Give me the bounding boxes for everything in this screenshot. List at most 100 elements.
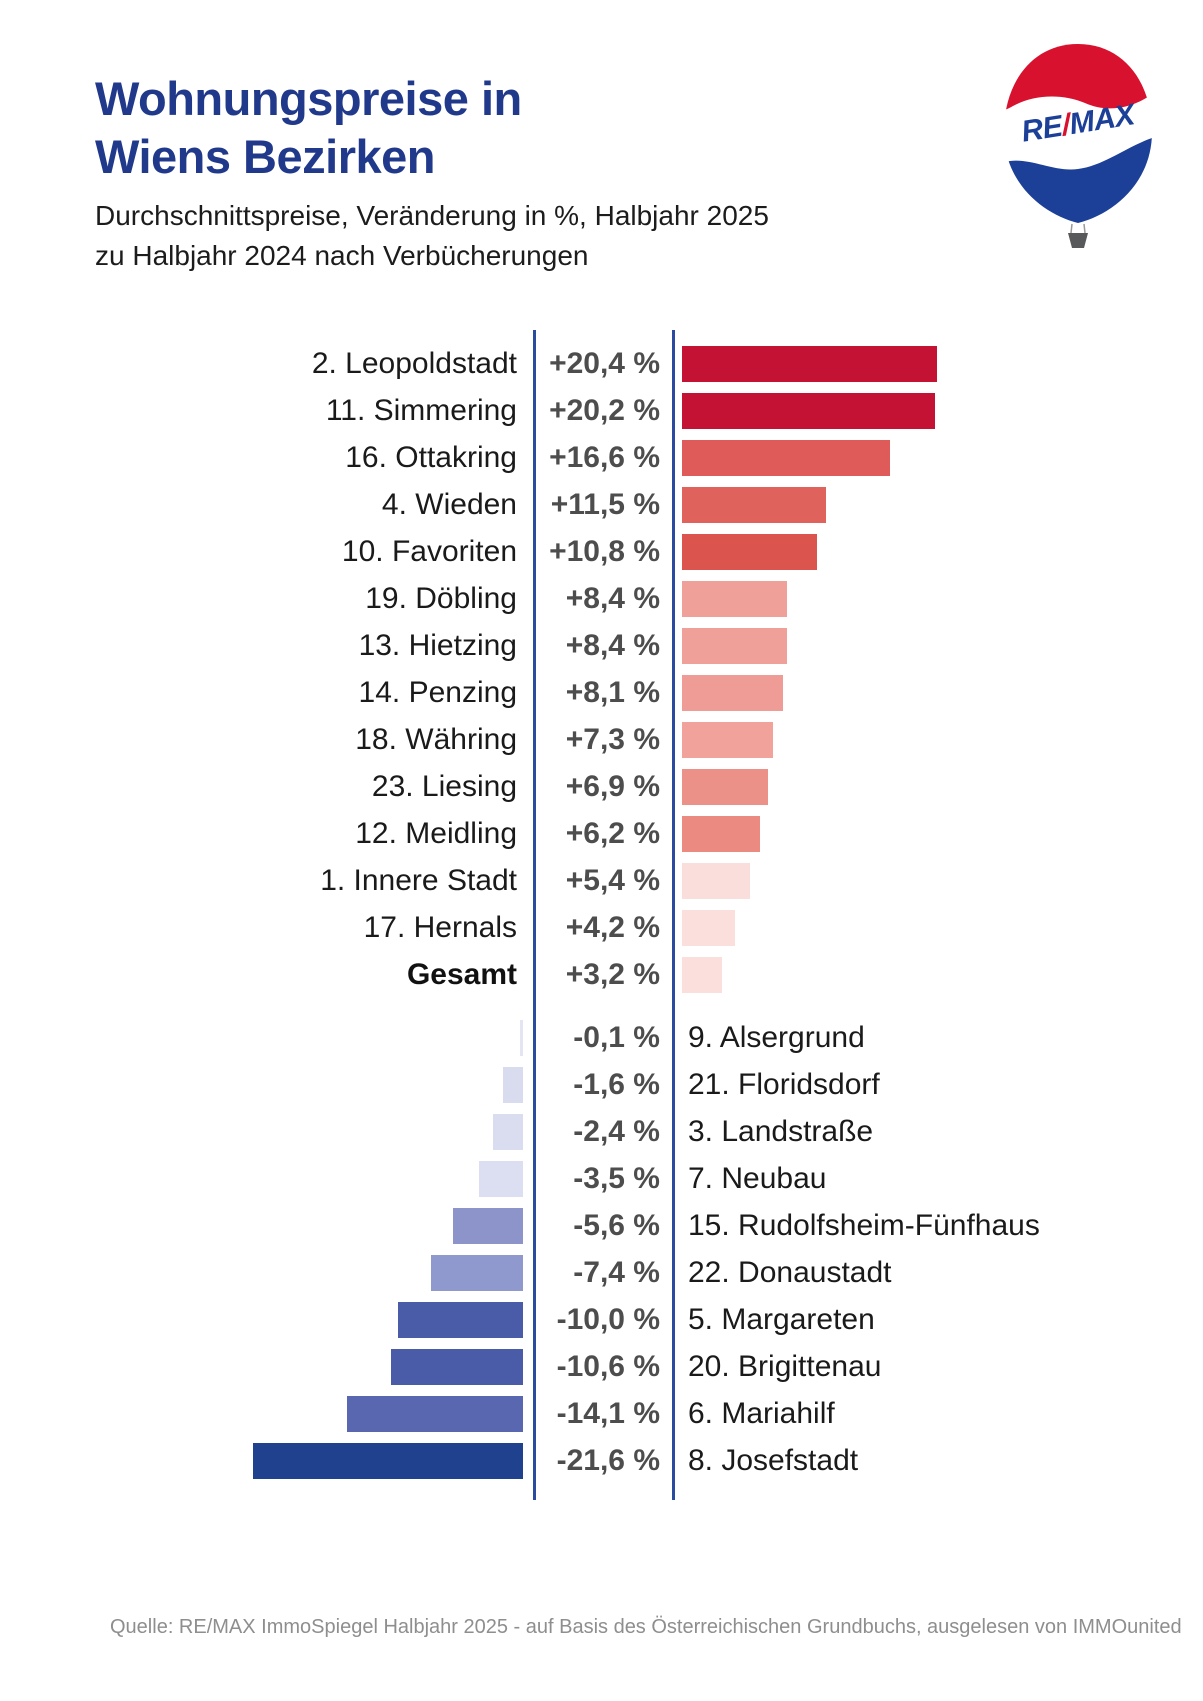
- district-label: 23. Liesing: [371, 769, 517, 803]
- row-value-cell: +20,4 %: [533, 347, 674, 381]
- value-bar: [453, 1207, 523, 1244]
- row-left-cell: 13. Hietzing: [0, 629, 533, 663]
- row-value-cell: +20,2 %: [533, 394, 674, 428]
- district-label: 20. Brigittenau: [688, 1349, 882, 1383]
- row-value-cell: -10,6 %: [533, 1350, 674, 1384]
- row-value-cell: -3,5 %: [533, 1162, 674, 1196]
- district-label: 19. Döbling: [365, 581, 517, 615]
- chart-row: 13. Hietzing +8,4 %: [0, 622, 1203, 669]
- row-right-cell: [674, 345, 1203, 382]
- row-right-cell: [674, 721, 1203, 758]
- row-left-cell: 11. Simmering: [0, 394, 533, 428]
- value-label: +16,6 %: [549, 440, 660, 474]
- district-label: 16. Ottakring: [345, 440, 517, 474]
- value-bar: [682, 392, 935, 429]
- divider-line-left: [533, 330, 536, 1500]
- chart-row: -10,0 % 5. Margareten: [0, 1296, 1203, 1343]
- value-bar: [520, 1019, 523, 1056]
- row-right-cell: [674, 486, 1203, 523]
- page-title: Wohnungspreise in Wiens Bezirken: [95, 70, 522, 186]
- row-value-cell: +10,8 %: [533, 535, 674, 569]
- value-label: -10,6 %: [556, 1349, 660, 1383]
- row-left-cell: 19. Döbling: [0, 582, 533, 616]
- chart-row: -14,1 % 6. Mariahilf: [0, 1390, 1203, 1437]
- chart-row: -5,6 % 15. Rudolfsheim-Fünfhaus: [0, 1202, 1203, 1249]
- row-value-cell: +11,5 %: [533, 488, 674, 522]
- row-left-cell: 16. Ottakring: [0, 441, 533, 475]
- value-label: +8,4 %: [565, 581, 660, 615]
- value-bar: [682, 862, 750, 899]
- row-left-cell: 18. Währing: [0, 723, 533, 757]
- district-label: 11. Simmering: [325, 393, 517, 427]
- value-label: -21,6 %: [556, 1443, 660, 1477]
- value-bar: [682, 956, 722, 993]
- value-bar: [493, 1113, 523, 1150]
- page-subtitle-line1: Durchschnittspreise, Veränderung in %, H…: [95, 200, 769, 231]
- value-bar: [682, 721, 774, 758]
- district-label: 13. Hietzing: [358, 628, 517, 662]
- chart-row: 12. Meidling +6,2 %: [0, 810, 1203, 857]
- chart-row: -21,6 % 8. Josefstadt: [0, 1437, 1203, 1484]
- row-right-cell: [674, 533, 1203, 570]
- chart-row: 19. Döbling +8,4 %: [0, 575, 1203, 622]
- row-value-cell: +16,6 %: [533, 441, 674, 475]
- chart-row: 18. Währing +7,3 %: [0, 716, 1203, 763]
- value-label: +4,2 %: [565, 910, 660, 944]
- value-label: -5,6 %: [573, 1208, 660, 1242]
- chart-row: 4. Wieden +11,5 %: [0, 481, 1203, 528]
- row-value-cell: -14,1 %: [533, 1397, 674, 1431]
- page-title-line2: Wiens Bezirken: [95, 130, 435, 183]
- value-bar: [682, 533, 817, 570]
- row-left-cell: 23. Liesing: [0, 770, 533, 804]
- value-label: +6,2 %: [565, 816, 660, 850]
- row-left-cell: 2. Leopoldstadt: [0, 347, 533, 381]
- row-right-cell: 7. Neubau: [674, 1162, 1203, 1196]
- row-right-cell: [674, 909, 1203, 946]
- value-bar: [682, 674, 784, 711]
- chart-row: -10,6 % 20. Brigittenau: [0, 1343, 1203, 1390]
- value-label: +6,9 %: [565, 769, 660, 803]
- row-left-cell: [0, 1066, 533, 1103]
- chart-row: 2. Leopoldstadt +20,4 %: [0, 340, 1203, 387]
- row-left-cell: Gesamt: [0, 958, 533, 992]
- value-label: +11,5 %: [550, 487, 660, 521]
- row-left-cell: 1. Innere Stadt: [0, 864, 533, 898]
- row-value-cell: +8,4 %: [533, 582, 674, 616]
- row-value-cell: +8,1 %: [533, 676, 674, 710]
- value-bar: [682, 627, 787, 664]
- value-bar: [253, 1442, 523, 1479]
- value-bar: [430, 1254, 523, 1291]
- value-label: -1,6 %: [573, 1067, 660, 1101]
- row-left-cell: 12. Meidling: [0, 817, 533, 851]
- district-label: 10. Favoriten: [341, 534, 517, 568]
- district-label: 3. Landstraße: [688, 1114, 874, 1148]
- row-right-cell: [674, 815, 1203, 852]
- district-label: 8. Josefstadt: [688, 1443, 859, 1477]
- row-right-cell: [674, 627, 1203, 664]
- page-title-line1: Wohnungspreise in: [95, 72, 522, 125]
- row-value-cell: +3,2 %: [533, 958, 674, 992]
- value-bar: [682, 768, 769, 805]
- value-bar: [398, 1301, 523, 1338]
- value-label: -7,4 %: [573, 1255, 660, 1289]
- district-label: 6. Mariahilf: [688, 1396, 835, 1430]
- row-left-cell: [0, 1348, 533, 1385]
- value-label: +3,2 %: [565, 957, 660, 991]
- remax-balloon-logo-icon: RE/MAX: [1004, 44, 1152, 248]
- value-bar: [390, 1348, 523, 1385]
- district-label: 18. Währing: [355, 722, 517, 756]
- chart-row: -7,4 % 22. Donaustadt: [0, 1249, 1203, 1296]
- district-label: 2. Leopoldstadt: [311, 346, 517, 380]
- balloon-rope-right: [1083, 223, 1086, 234]
- district-label: 5. Margareten: [688, 1302, 875, 1336]
- value-label: +20,2 %: [549, 393, 660, 427]
- row-value-cell: +6,2 %: [533, 817, 674, 851]
- row-value-cell: +5,4 %: [533, 864, 674, 898]
- row-value-cell: -7,4 %: [533, 1256, 674, 1290]
- logo-text-re: RE: [1019, 110, 1066, 149]
- page-subtitle-line2: zu Halbjahr 2024 nach Verbücherungen: [95, 240, 589, 271]
- value-bar: [682, 580, 787, 617]
- row-left-cell: [0, 1254, 533, 1291]
- value-bar: [682, 909, 735, 946]
- district-label: 15. Rudolfsheim-Fünfhaus: [688, 1208, 1040, 1242]
